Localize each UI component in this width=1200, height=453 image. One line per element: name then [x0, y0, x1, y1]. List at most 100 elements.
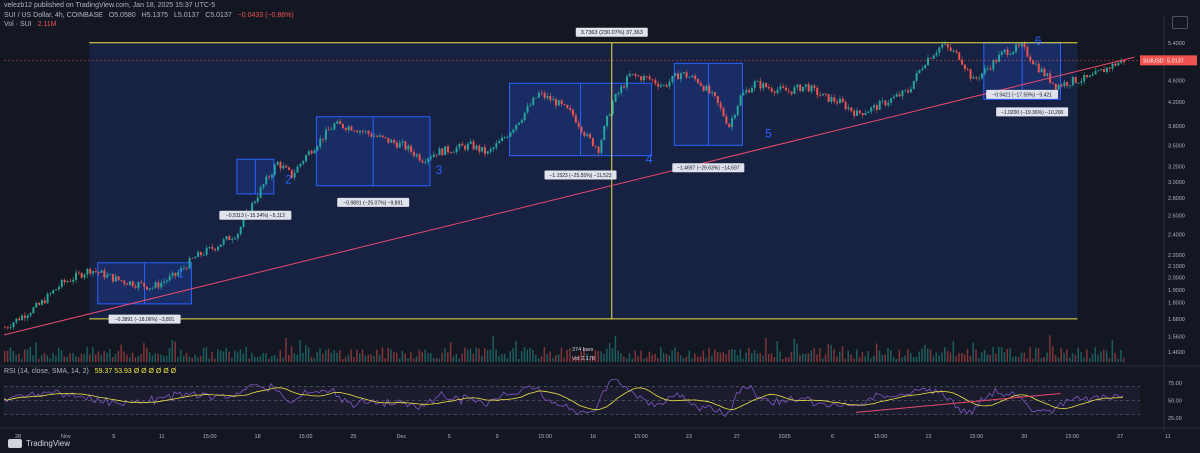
volume-bar	[901, 357, 903, 362]
candle	[174, 272, 177, 276]
volume-bar	[986, 354, 989, 362]
candle	[236, 233, 239, 239]
volume-bar	[654, 353, 656, 362]
rsi-tick: 50.00	[1168, 399, 1182, 405]
volume-bar	[256, 357, 259, 362]
candle	[407, 145, 410, 150]
candle	[228, 236, 231, 241]
candle	[350, 126, 353, 131]
volume-bar	[452, 356, 455, 362]
candle	[532, 97, 535, 106]
volume-bar	[251, 352, 253, 362]
volume-bar	[211, 351, 213, 362]
candle	[46, 293, 49, 304]
candle	[696, 79, 699, 83]
volume-bar	[623, 356, 625, 362]
volume-bar	[611, 348, 614, 362]
volume-bar	[185, 352, 188, 362]
volume-bar	[350, 349, 352, 362]
candle	[824, 93, 827, 95]
candle	[1117, 62, 1120, 66]
price-tick: 2.0000	[1168, 276, 1185, 282]
candle	[92, 271, 95, 274]
volume-bar	[736, 355, 739, 362]
volume-bar	[975, 349, 977, 362]
candle	[123, 280, 126, 284]
volume-bar	[143, 343, 145, 362]
candle	[810, 85, 813, 92]
volume-bar	[640, 350, 642, 362]
volume-bar	[938, 355, 940, 362]
candle	[447, 146, 450, 153]
candle	[501, 137, 503, 142]
volume-bar	[847, 350, 849, 362]
candle	[194, 257, 197, 259]
candle	[40, 300, 43, 305]
volume-bar	[1069, 357, 1071, 362]
volume-bar	[668, 355, 671, 362]
volume-bar	[253, 356, 256, 362]
total-measure-label: 3.7363 (230.07%) 37,363	[581, 30, 643, 36]
candle	[290, 169, 293, 178]
candle	[1077, 82, 1080, 84]
candle	[963, 64, 966, 70]
candle	[165, 280, 168, 282]
volume-bar	[12, 350, 15, 362]
candle	[1094, 70, 1097, 75]
wave-label: 2	[285, 172, 292, 186]
candle	[94, 271, 97, 272]
candle	[188, 258, 191, 269]
candle	[222, 239, 225, 245]
candle	[543, 92, 546, 98]
measure-box-text: −0.9891 (−25.07%) −9,891	[343, 200, 403, 206]
chart-settings-icon[interactable]	[1172, 16, 1188, 29]
volume-bar	[648, 351, 651, 362]
candle	[890, 98, 893, 103]
candle	[296, 166, 299, 173]
volume-bar	[370, 354, 372, 362]
candle	[475, 145, 478, 150]
candle	[770, 88, 773, 92]
volume-bar	[932, 356, 935, 362]
candle	[574, 115, 577, 123]
volume-bar	[381, 347, 384, 362]
volume-total-label: Vol 2.178	[572, 356, 595, 362]
candle	[197, 251, 200, 258]
volume-bar	[464, 347, 466, 362]
rsi-tick: 25.00	[1168, 416, 1182, 422]
volume-bar	[1020, 352, 1023, 362]
candle	[648, 76, 651, 80]
time-tick: 11	[159, 434, 165, 440]
candle	[1108, 67, 1111, 69]
volume-bar	[890, 350, 892, 362]
candle	[651, 79, 654, 81]
candle	[682, 72, 685, 74]
volume-bar	[447, 352, 449, 362]
candle	[819, 95, 822, 96]
candle	[83, 274, 86, 278]
candle	[998, 54, 1000, 62]
symbol-title[interactable]: SUI / US Dollar, 4h, COINBASE	[4, 12, 103, 19]
volume-bar	[376, 349, 378, 362]
time-tick: 28	[15, 434, 21, 440]
candle	[969, 69, 972, 79]
candle	[907, 90, 910, 93]
volume-bar	[660, 347, 662, 362]
time-tick: Nov	[61, 434, 71, 440]
volume-bar	[29, 346, 32, 362]
candle	[66, 281, 69, 283]
time-tick: 15:00	[1065, 434, 1079, 440]
candle	[393, 139, 396, 143]
rsi-legend-label[interactable]: RSI (14, close, SMA, 14, 2)	[4, 368, 89, 375]
volume-bar	[293, 353, 296, 362]
volume-bar	[620, 353, 622, 362]
candle	[716, 95, 719, 104]
volume-bar	[995, 353, 997, 362]
candle	[370, 133, 373, 137]
candle	[773, 91, 776, 94]
time-tick: 18	[255, 434, 261, 440]
volume-bar	[387, 347, 389, 362]
candle	[305, 155, 308, 162]
measure-box-bg	[108, 314, 181, 324]
